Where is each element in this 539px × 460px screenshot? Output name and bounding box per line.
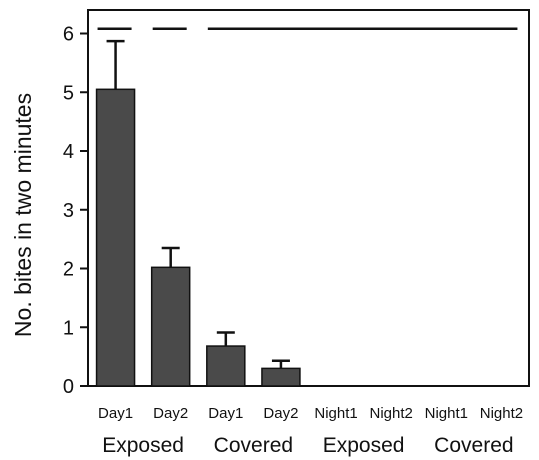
group-label: Covered	[214, 434, 293, 457]
group-label: Exposed	[102, 434, 184, 457]
group-label: Covered	[434, 434, 513, 457]
x-tick-label: Night2	[480, 405, 523, 422]
x-tick-label: Day2	[153, 405, 188, 422]
y-tick-label: 5	[63, 82, 74, 104]
bar	[97, 89, 135, 386]
x-tick-label: Day1	[98, 405, 133, 422]
x-tick-label: Night2	[370, 405, 413, 422]
x-tick-label: Night1	[425, 405, 468, 422]
y-tick-label: 2	[63, 259, 74, 281]
y-tick-label: 1	[63, 317, 74, 339]
x-tick-label: Night1	[314, 405, 357, 422]
x-tick-label: Day1	[208, 405, 243, 422]
y-tick-label: 6	[63, 24, 74, 46]
bar	[152, 267, 190, 386]
y-tick-label: 0	[63, 376, 74, 398]
bars	[97, 89, 300, 386]
bar	[262, 368, 300, 386]
y-axis-label: No. bites in two minutes	[10, 93, 36, 337]
bar	[207, 346, 245, 386]
x-tick-label: Day2	[263, 405, 298, 422]
group-label: Exposed	[323, 434, 405, 457]
y-tick-label: 3	[63, 200, 74, 222]
y-tick-label: 4	[63, 141, 74, 163]
labels: Day1 Day2 Day1 Day2 Night1 Night2 Night1 Night2…	[98, 405, 523, 457]
